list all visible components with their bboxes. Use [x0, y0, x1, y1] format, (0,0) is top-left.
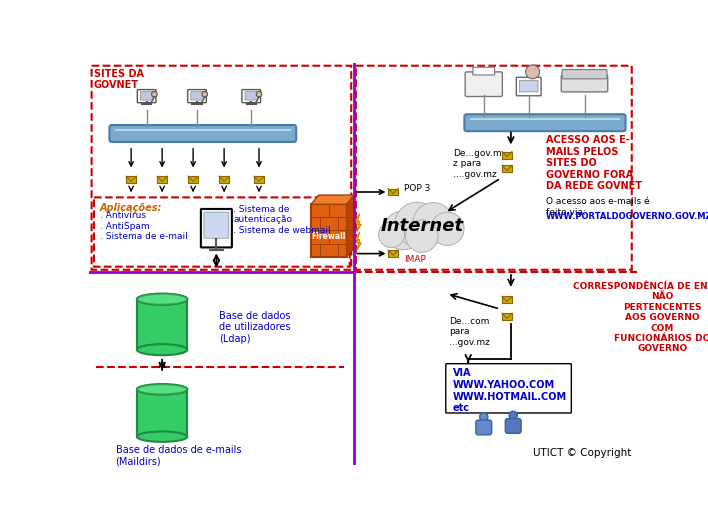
FancyBboxPatch shape	[464, 114, 626, 131]
Text: CORRESPONDÊNCÍA DE ENTIDADES
NÃO
PERTENCENTES
AOS GOVERNO
COM
FUNCIONÁRIOS DO
GO: CORRESPONDÊNCÍA DE ENTIDADES NÃO PERTENC…	[573, 282, 708, 353]
Text: Aplicações:: Aplicações:	[100, 203, 163, 213]
Text: VIA
WWW.YAHOO.COM
WWW.HOTMAIL.COM
etc: VIA WWW.YAHOO.COM WWW.HOTMAIL.COM etc	[452, 369, 567, 413]
Polygon shape	[502, 165, 512, 172]
Text: POP 3: POP 3	[404, 184, 430, 193]
Polygon shape	[219, 176, 229, 183]
Polygon shape	[388, 250, 398, 257]
Ellipse shape	[137, 432, 188, 442]
FancyBboxPatch shape	[473, 67, 495, 75]
Text: SITES DA
GOVNET: SITES DA GOVNET	[94, 69, 144, 90]
FancyBboxPatch shape	[516, 77, 541, 96]
Ellipse shape	[137, 294, 188, 305]
Circle shape	[202, 91, 207, 97]
Circle shape	[413, 203, 454, 243]
FancyBboxPatch shape	[188, 90, 206, 103]
Ellipse shape	[137, 384, 188, 395]
Polygon shape	[347, 195, 354, 257]
Polygon shape	[355, 213, 361, 232]
Polygon shape	[355, 232, 361, 251]
Ellipse shape	[137, 384, 188, 395]
Circle shape	[430, 212, 464, 245]
FancyBboxPatch shape	[520, 80, 538, 92]
Circle shape	[479, 413, 488, 421]
Circle shape	[525, 65, 539, 79]
Text: UTICT © Copyright: UTICT © Copyright	[532, 448, 631, 458]
Text: O acesso aos e-mails é
feito via:: O acesso aos e-mails é feito via:	[546, 197, 649, 217]
FancyBboxPatch shape	[140, 91, 153, 100]
FancyBboxPatch shape	[190, 91, 203, 100]
Polygon shape	[502, 151, 512, 159]
Text: IMAP: IMAP	[404, 255, 426, 264]
Text: Base de dados de e-mails
(Maildirs): Base de dados de e-mails (Maildirs)	[115, 445, 241, 466]
Circle shape	[384, 211, 423, 250]
Polygon shape	[254, 176, 264, 183]
Text: De...gov.m
z para
....gov.mz: De...gov.m z para ....gov.mz	[452, 149, 501, 179]
FancyBboxPatch shape	[506, 419, 521, 433]
Polygon shape	[157, 176, 167, 183]
FancyBboxPatch shape	[242, 90, 261, 103]
FancyBboxPatch shape	[561, 75, 607, 92]
Text: De...com
para
...gov.mz: De...com para ...gov.mz	[449, 317, 490, 347]
Polygon shape	[126, 176, 136, 183]
Polygon shape	[502, 313, 512, 320]
Circle shape	[256, 91, 262, 97]
FancyBboxPatch shape	[137, 90, 156, 103]
Text: Firewall: Firewall	[312, 232, 346, 241]
FancyBboxPatch shape	[204, 212, 229, 238]
Text: . Antivírus
. AntiSpam
. Sistema de e-mail: . Antivírus . AntiSpam . Sistema de e-ma…	[100, 211, 188, 241]
FancyBboxPatch shape	[201, 209, 232, 247]
Polygon shape	[311, 204, 347, 257]
FancyBboxPatch shape	[465, 72, 503, 97]
FancyBboxPatch shape	[562, 69, 607, 79]
Text: ACESSO AOS E-
MAILS PELOS
SITES DO
GOVERNO FORA
DA REDE GOVNET: ACESSO AOS E- MAILS PELOS SITES DO GOVER…	[546, 135, 641, 192]
FancyBboxPatch shape	[110, 125, 296, 142]
Polygon shape	[311, 195, 354, 204]
Polygon shape	[188, 176, 198, 183]
Polygon shape	[502, 296, 512, 303]
Ellipse shape	[137, 294, 188, 305]
FancyBboxPatch shape	[446, 364, 571, 413]
Circle shape	[395, 202, 440, 246]
Circle shape	[406, 220, 438, 252]
Polygon shape	[137, 299, 188, 350]
Ellipse shape	[137, 344, 188, 355]
Circle shape	[152, 91, 157, 97]
FancyBboxPatch shape	[245, 91, 258, 100]
Text: Internet: Internet	[380, 217, 463, 235]
FancyBboxPatch shape	[476, 420, 491, 435]
Circle shape	[379, 222, 404, 247]
Text: WWW.PORTALDOGOVERNO.GOV.MZ: WWW.PORTALDOGOVERNO.GOV.MZ	[546, 212, 708, 221]
Circle shape	[509, 411, 518, 419]
Polygon shape	[137, 389, 188, 437]
Text: Base de dados
de utilizadores
(Ldap): Base de dados de utilizadores (Ldap)	[219, 311, 290, 344]
Polygon shape	[388, 188, 398, 195]
Text: . Sistema de
autenticação
. Sistema de webmail: . Sistema de autenticação . Sistema de w…	[234, 205, 331, 235]
